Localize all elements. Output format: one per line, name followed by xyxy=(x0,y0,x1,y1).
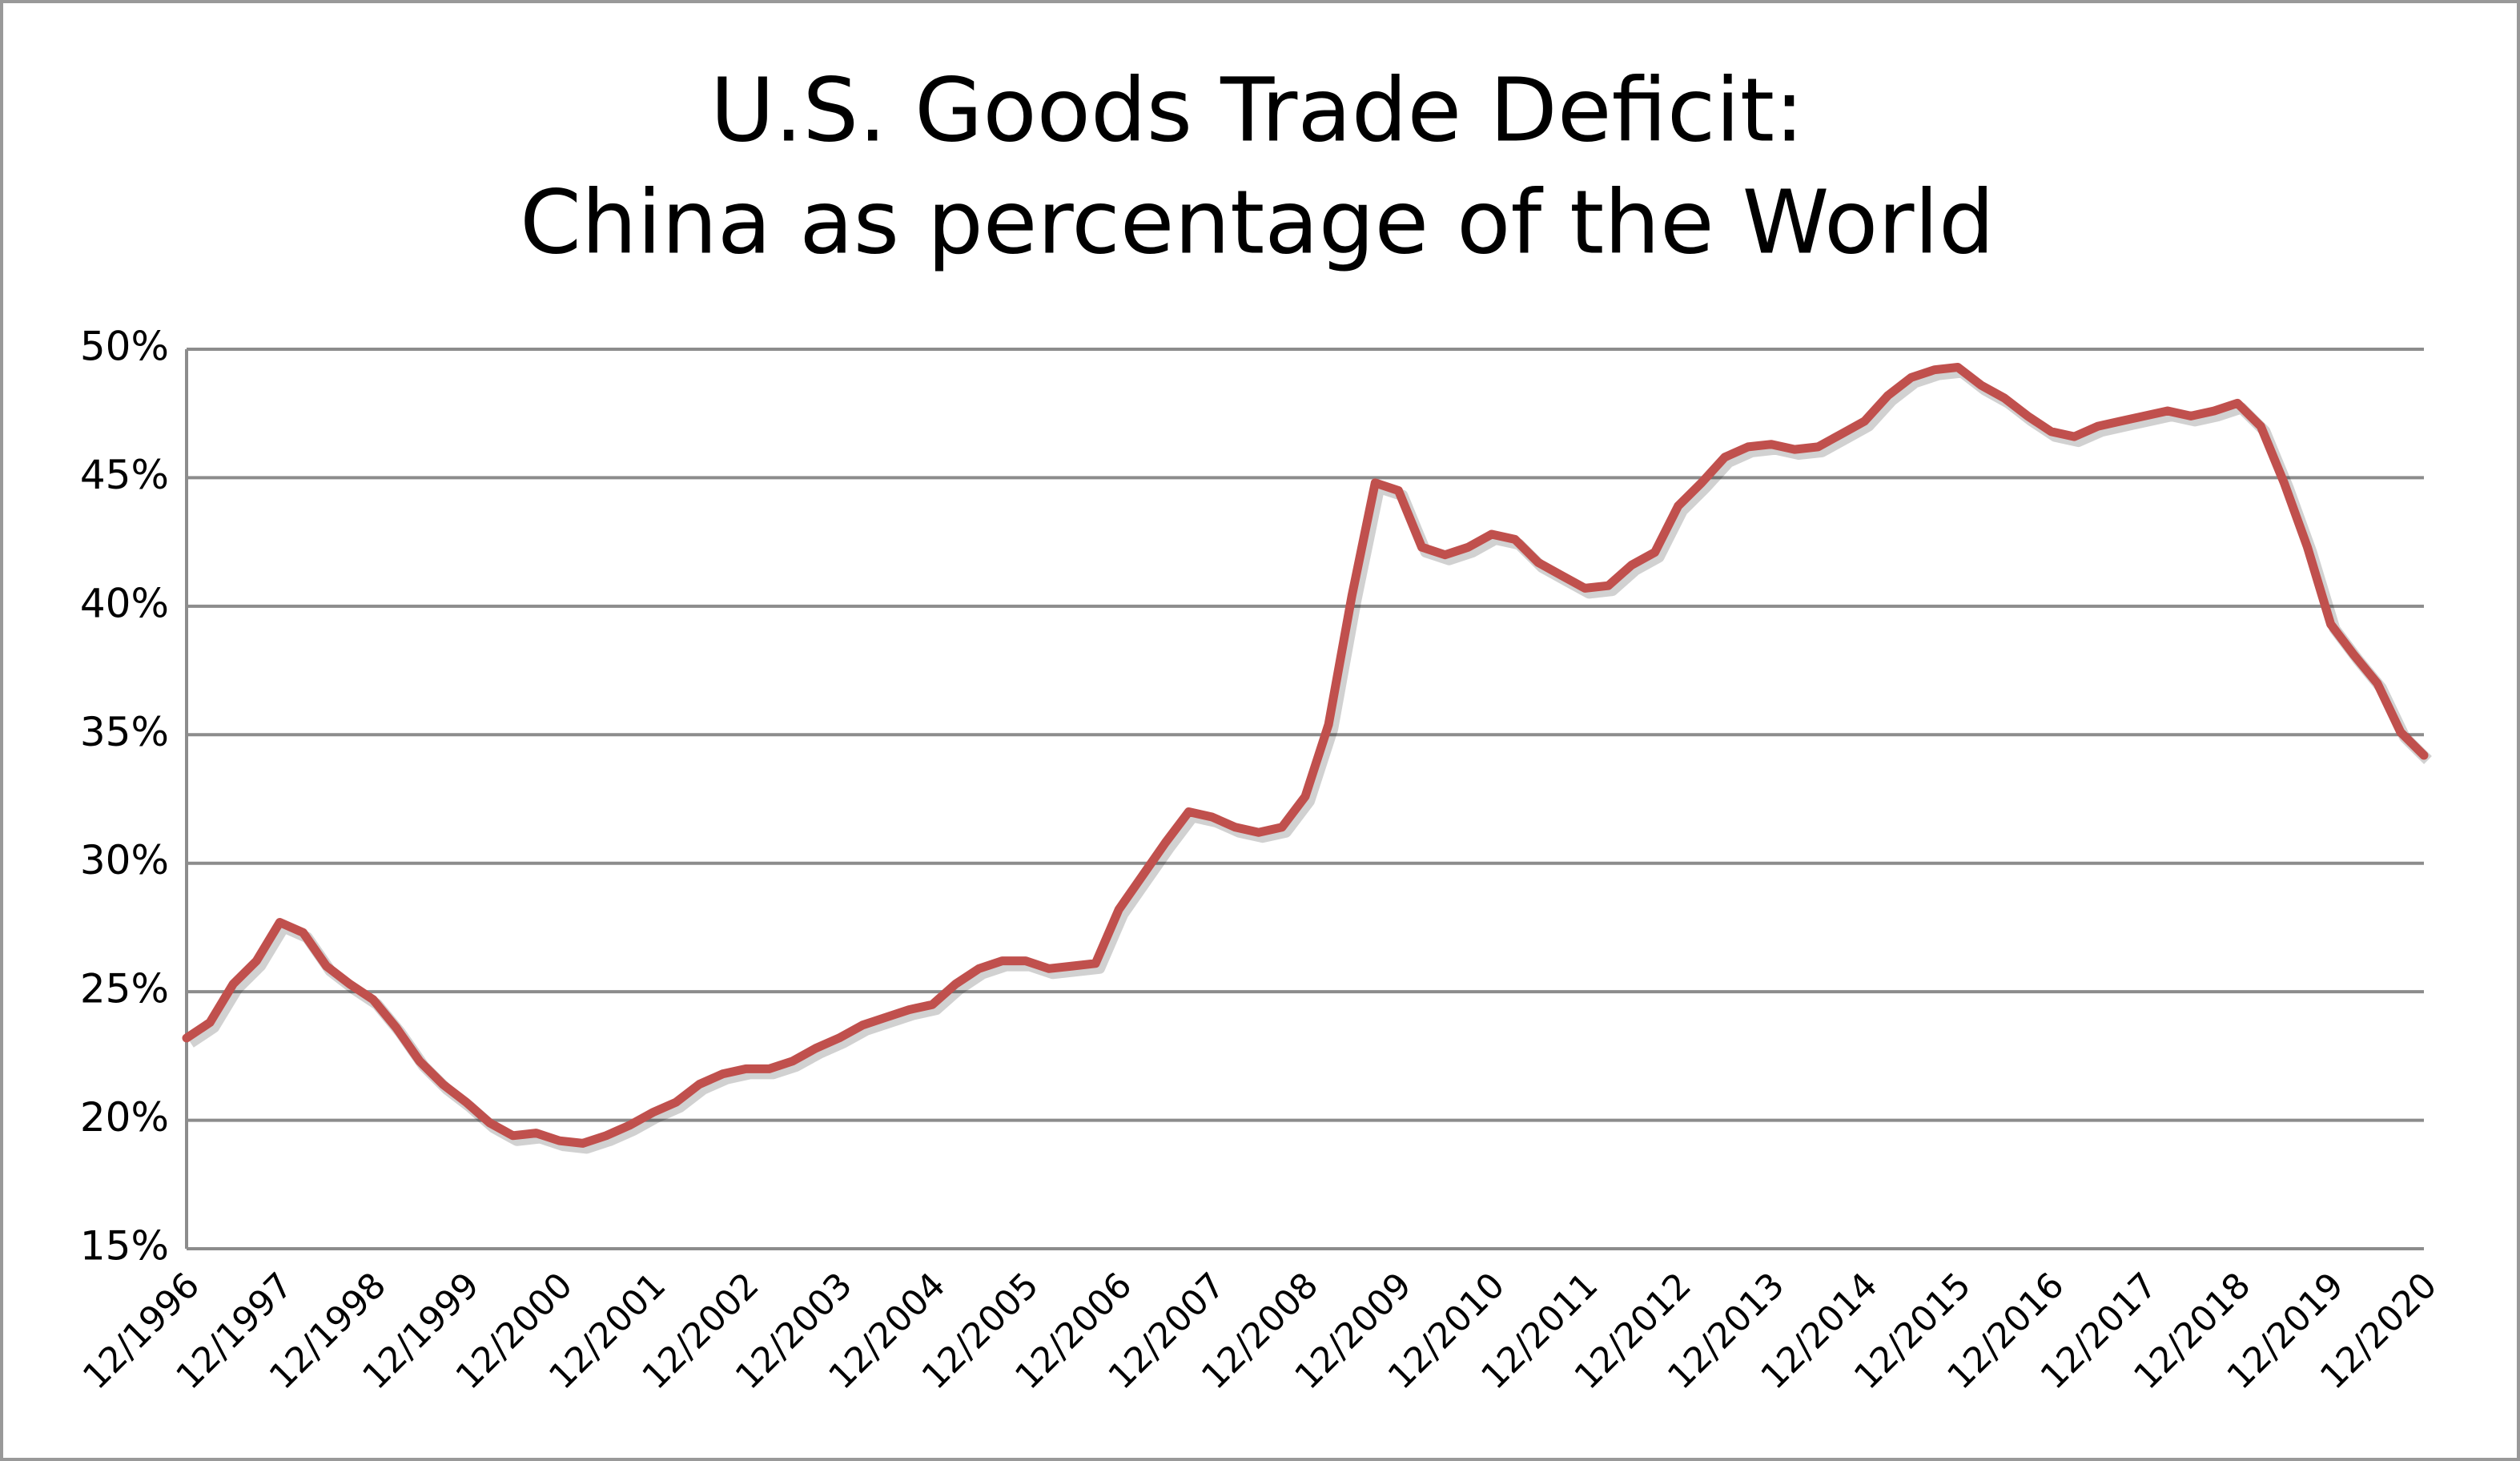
y-tick-label: 25% xyxy=(80,966,169,1012)
chart-title: U.S. Goods Trade Deficit: xyxy=(710,58,1804,161)
y-tick-label: 15% xyxy=(80,1223,169,1270)
line xyxy=(182,363,2429,1148)
y-tick-label: 40% xyxy=(80,580,169,626)
y-tick-label: 30% xyxy=(80,837,169,883)
y-tick-label: 50% xyxy=(80,324,169,370)
y-tick-label: 35% xyxy=(80,709,169,755)
y-tick-label: 20% xyxy=(80,1094,169,1141)
chart-title: China as percentage of the World xyxy=(520,171,1995,273)
y-tick-label: 45% xyxy=(80,452,169,498)
